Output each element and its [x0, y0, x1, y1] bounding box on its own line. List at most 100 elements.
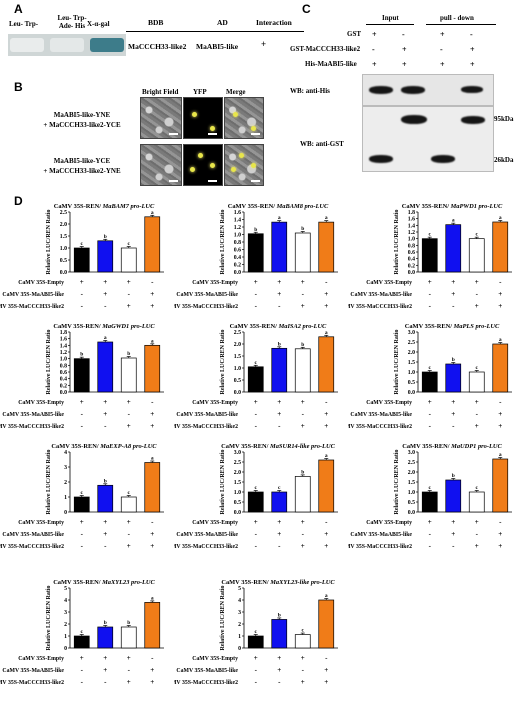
- construct-sign: +: [428, 398, 432, 406]
- bar: [445, 363, 462, 393]
- yeast-growth-3: [90, 38, 124, 52]
- y-tick-label: 1.0: [234, 366, 241, 372]
- bar: [73, 358, 90, 393]
- construct-sign: +: [301, 678, 305, 686]
- y-tick-label: 0.2: [408, 263, 415, 269]
- y-tick-label: 0.0: [60, 270, 67, 276]
- construct-sign: -: [325, 654, 328, 662]
- chart-title: CaMV 35S-REN/ MaISA2 pro-LUC: [230, 323, 327, 330]
- construct-sign: +: [277, 410, 281, 418]
- y-tick-label: 2.0: [234, 342, 241, 348]
- construct-row-label: CaMV 35S-Empty: [366, 400, 412, 406]
- construct-sign: -: [429, 290, 432, 298]
- significance-letter: a: [278, 215, 281, 221]
- y-tick-label: 1.2: [60, 350, 67, 356]
- y-tick-label: 1.4: [408, 223, 415, 229]
- significance-letter: b: [127, 351, 130, 357]
- construct-row-label: CaMV 35S-MaABI5-like: [2, 292, 64, 298]
- y-tick-label: 1.6: [234, 210, 241, 216]
- bar: [97, 484, 114, 513]
- significance-letter: c: [476, 365, 479, 371]
- significance-letter: a: [151, 210, 154, 216]
- construct-sign: +: [301, 542, 305, 550]
- y-tick-label: 1.0: [234, 233, 241, 239]
- bar: [421, 491, 438, 513]
- y-tick-label: 0.0: [408, 390, 415, 396]
- significance-letter: c: [429, 485, 432, 491]
- bar: [421, 238, 438, 273]
- y-axis-label: Relative LUC/REN Ratio: [220, 450, 226, 515]
- construct-sign: -: [81, 542, 84, 550]
- bar: [294, 232, 311, 273]
- construct-sign: +: [324, 666, 328, 674]
- construct-sign: +: [475, 302, 479, 310]
- construct-sign: +: [301, 302, 305, 310]
- y-axis-label: Relative LUC/REN Ratio: [220, 210, 226, 275]
- construct-sign: -: [452, 542, 455, 550]
- construct-sign: +: [103, 654, 107, 662]
- table-rule: [126, 31, 304, 32]
- y-tick-label: 1.0: [60, 357, 67, 363]
- y-tick-label: 3.0: [234, 450, 241, 456]
- construct-sign: +: [451, 398, 455, 406]
- significance-letter: c: [302, 628, 305, 634]
- y-tick-label: 0.2: [234, 263, 241, 269]
- construct-row-label: CaMV 35S-MaCCCH33-like2: [174, 304, 238, 310]
- significance-letter: b: [104, 620, 107, 626]
- bar: [492, 221, 509, 273]
- y-tick-label: 1.5: [408, 480, 415, 486]
- y-tick-label: 0.8: [60, 363, 67, 369]
- y-tick-label: 0.5: [234, 500, 241, 506]
- y-tick-label: 1: [238, 634, 241, 640]
- yeast-plate-strip: [8, 34, 126, 56]
- construct-row-label: CaMV 35S-MaCCCH33-like2: [348, 424, 412, 430]
- bar: [247, 491, 264, 513]
- construct-sign: +: [103, 530, 107, 538]
- construct-sign: -: [151, 654, 154, 662]
- pulldown-sign: +: [470, 45, 475, 54]
- construct-row-label: CaMV 35S-MaABI5-like: [350, 532, 412, 538]
- construct-sign: +: [451, 410, 455, 418]
- row-bdb: MaCCCH33-like2: [128, 42, 187, 51]
- y-tick-label: 0.2: [60, 383, 67, 389]
- construct-sign: +: [324, 542, 328, 550]
- yeast-growth-1: [10, 38, 44, 52]
- bf-image-2: [140, 144, 182, 186]
- y-tick-label: 1.4: [234, 218, 241, 224]
- construct-sign: +: [475, 542, 479, 550]
- significance-letter: b: [452, 473, 455, 479]
- construct-sign: +: [127, 398, 131, 406]
- bar: [318, 221, 335, 273]
- y-tick-label: 1.0: [234, 490, 241, 496]
- bar: [73, 247, 90, 273]
- significance-letter: c: [81, 241, 84, 247]
- construct-sign: +: [277, 398, 281, 406]
- construct-sign: +: [103, 410, 107, 418]
- y-tick-label: 1.0: [408, 237, 415, 243]
- construct-row-label: CaMV 35S-MaCCCH33-like2: [0, 544, 64, 550]
- construct-sign: +: [127, 542, 131, 550]
- significance-letter: c: [128, 490, 131, 496]
- construct-sign: +: [150, 678, 154, 686]
- bar: [468, 491, 485, 513]
- y-tick-label: 1.8: [408, 210, 415, 216]
- construct-sign: -: [302, 290, 305, 298]
- y-tick-label: 4: [64, 450, 67, 456]
- bar: [492, 343, 509, 393]
- construct-sign: +: [498, 422, 502, 430]
- bar: [120, 496, 137, 513]
- pulldown-sign: +: [372, 60, 377, 69]
- row-ad: MaABI5-like: [196, 42, 239, 51]
- significance-letter: b: [104, 478, 107, 484]
- construct-sign: +: [451, 290, 455, 298]
- construct-sign: -: [255, 678, 258, 686]
- bar: [120, 626, 137, 649]
- significance-letter: c: [429, 232, 432, 238]
- significance-letter: a: [452, 218, 455, 224]
- construct-sign: +: [301, 654, 305, 662]
- construct-row-label: CaMV 35S-Empty: [192, 400, 238, 406]
- y-tick-label: 0.5: [60, 258, 67, 264]
- row-interaction: +: [261, 39, 267, 49]
- y-tick-label: 5: [238, 586, 241, 592]
- construct-sign: +: [150, 422, 154, 430]
